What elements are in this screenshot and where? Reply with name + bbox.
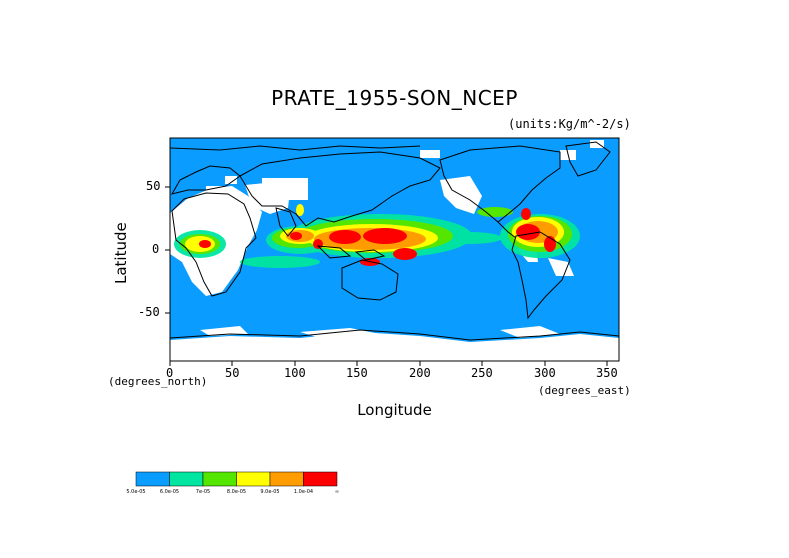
legend-label: 6.0e-05 bbox=[160, 489, 179, 495]
x-tick-label: 150 bbox=[346, 366, 368, 380]
x-axis-title-text: Longitude bbox=[357, 401, 432, 419]
legend-swatch bbox=[169, 471, 204, 487]
legend-swatch bbox=[135, 471, 170, 487]
legend-swatch bbox=[303, 471, 338, 487]
x-tick-label: 200 bbox=[409, 366, 431, 380]
x-tick-label: 350 bbox=[596, 366, 618, 380]
legend-label: 8.0e-05 bbox=[227, 489, 246, 495]
precip-bands bbox=[174, 204, 580, 268]
y-units-note: (degrees_north) bbox=[108, 375, 208, 388]
x-tick-label: 250 bbox=[471, 366, 493, 380]
x-units-note: (degrees_east) bbox=[538, 384, 631, 397]
x-tick-label: 300 bbox=[534, 366, 556, 380]
map-field bbox=[170, 140, 619, 361]
legend-label: 5.0e-05 bbox=[126, 489, 145, 495]
legend-label: 9.0e-05 bbox=[260, 489, 279, 495]
y-tick-label: 50 bbox=[146, 179, 161, 193]
y-tick-label: 0 bbox=[152, 242, 160, 256]
legend-swatch bbox=[269, 471, 304, 487]
axis-ticks bbox=[165, 186, 608, 366]
legend-swatch bbox=[202, 471, 237, 487]
legend-swatch bbox=[236, 471, 271, 487]
units-label: (units:Kg/m^-2/s) bbox=[508, 117, 631, 131]
x-tick-label: 50 bbox=[225, 366, 240, 380]
color-legend: 5.0e-05 6.0e-05 7e-05 8.0e-05 9.0e-05 1.0e-04… bbox=[126, 471, 339, 495]
coastlines bbox=[170, 141, 619, 341]
legend-label: 1.0e-04 bbox=[294, 489, 313, 495]
y-tick-label: -50 bbox=[138, 305, 160, 319]
legend-label: 7e-05 bbox=[196, 489, 210, 495]
map-title: PRATE_1955-SON_NCEP bbox=[271, 86, 518, 110]
x-tick-label: 0 bbox=[166, 366, 174, 380]
y-axis-title: Latitude bbox=[112, 222, 130, 284]
x-tick-label: 100 bbox=[284, 366, 306, 380]
legend-label: ∞ bbox=[335, 489, 339, 495]
x-axis-title: Longitude bbox=[0, 401, 789, 419]
